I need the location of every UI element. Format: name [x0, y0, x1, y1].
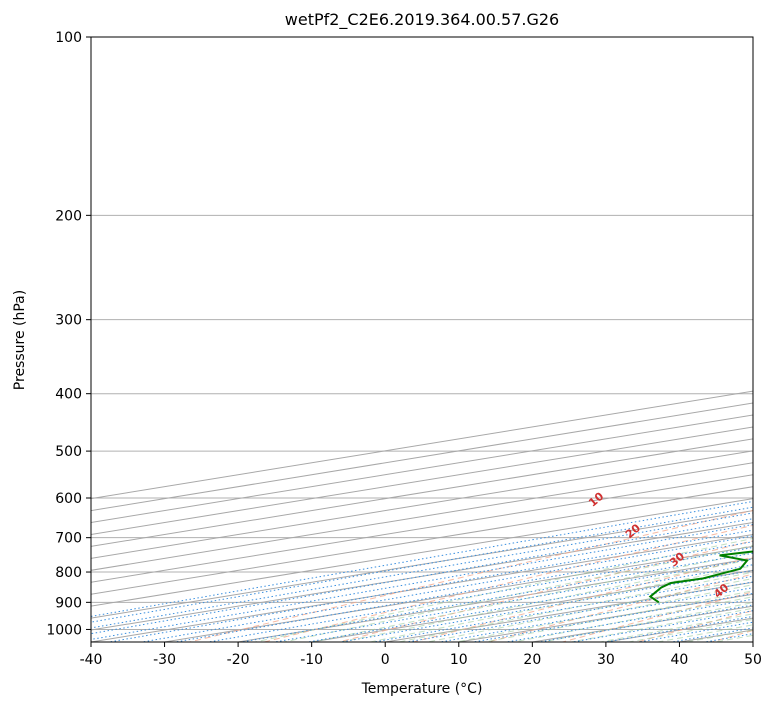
mixing-ratio-line: [91, 506, 753, 623]
mixing-ratio-line: [440, 587, 753, 642]
background-lines: [91, 37, 753, 642]
isotherm-line: [91, 522, 753, 631]
x-tick-label: -40: [80, 652, 103, 668]
isotherm-line: [91, 390, 753, 500]
mixing-ratio-line: [374, 575, 753, 642]
mixing-ratio-line: [473, 592, 753, 642]
moist-adiabat-line: [283, 544, 753, 642]
x-tick-label: 40: [671, 652, 689, 668]
y-tick-label: 100: [55, 30, 82, 46]
isotherm-line: [91, 510, 753, 619]
dewpoint-line: [648, 550, 753, 604]
isotherm-line: [164, 545, 753, 642]
mixing-ratio-line: [638, 621, 753, 642]
x-tick-label: -20: [227, 652, 250, 668]
x-tick-label: 50: [744, 652, 762, 668]
isotherm-line: [532, 605, 753, 642]
x-axis: -40 -30 -20 -10 0 10 20 30 40 50: [80, 642, 762, 668]
mixing-ratio-line: [91, 512, 753, 629]
x-tick-label: 30: [597, 652, 615, 668]
y-tick-label: 600: [55, 491, 82, 507]
dry-adiabat-line: [637, 610, 753, 642]
dry-adiabat-line: [487, 573, 753, 642]
mixing-ratio-line: [705, 633, 753, 642]
dry-adiabat-line: [338, 540, 753, 642]
mixing-ratio-line: [407, 581, 753, 642]
isotherm-line: [91, 498, 753, 607]
y-axis: 100 200 300 400 500 600 700 800 900 1000: [46, 30, 91, 638]
y-axis-label: Pressure (hPa): [12, 290, 28, 390]
moist-adiabat-line: [341, 558, 753, 642]
x-axis-label: Temperature (°C): [361, 681, 483, 697]
isotherm-line: [311, 569, 753, 642]
isotherm-line: [91, 426, 753, 535]
isotherm-line: [91, 462, 753, 571]
mixing-ratio-line: [341, 569, 753, 642]
moist-adiabat-line: [312, 551, 753, 642]
dry-adiabat-line: [562, 591, 753, 642]
y-tick-label: 1000: [46, 622, 82, 638]
mixing-ratio-line: [175, 541, 753, 642]
isotherm-line: [385, 581, 753, 642]
isotherm-line: [91, 486, 753, 595]
profile-lines: [648, 37, 775, 604]
isotherm-line: [238, 557, 753, 642]
x-tick-label: -10: [300, 652, 323, 668]
mixing-ratio-line: [91, 500, 753, 617]
isotherm-line: [752, 641, 753, 642]
isotherm-line: [91, 533, 753, 642]
moist-adiabat-line: [513, 596, 753, 642]
moist-adiabat-line: [657, 624, 753, 642]
isotherm-line: [91, 474, 753, 583]
moist-adiabat-label: 10: [586, 489, 606, 509]
mixing-ratio-line: [572, 610, 753, 642]
moist-adiabat-line: [370, 565, 753, 642]
x-tick-label: 20: [523, 652, 541, 668]
mixing-ratio-line: [274, 558, 753, 642]
isotherm-line: [91, 450, 753, 559]
moist-adiabat-line: [485, 590, 753, 642]
mixing-ratio-line: [241, 552, 753, 642]
y-tick-label: 700: [55, 531, 82, 547]
y-tick-label: 800: [55, 565, 82, 581]
mixing-ratio-line: [109, 529, 753, 642]
y-tick-label: 400: [55, 387, 82, 403]
y-tick-label: 900: [55, 595, 82, 611]
mixing-ratio-line: [91, 518, 753, 635]
mixing-ratio-line: [307, 564, 753, 642]
x-tick-label: 0: [381, 652, 390, 668]
mixing-ratio-line: [91, 523, 753, 640]
moist-adiabat-line: [398, 571, 753, 642]
mixing-ratio-line: [208, 546, 753, 642]
y-tick-label: 200: [55, 208, 82, 224]
moist-adiabat-line: [254, 537, 753, 642]
y-tick-label: 300: [55, 313, 82, 329]
dry-adiabat-line: [189, 509, 753, 642]
x-tick-label: -30: [153, 652, 176, 668]
moist-adiabat-line: [571, 607, 753, 642]
isotherm-line: [91, 414, 753, 524]
plot-frame: [90, 36, 754, 643]
mixing-ratio-line: [142, 535, 753, 642]
chart-title: wetPf2_C2E6.2019.364.00.57.G26: [285, 10, 559, 30]
mixing-ratio-line: [506, 598, 753, 642]
y-tick-label: 500: [55, 444, 82, 460]
isotherm-line: [91, 402, 753, 512]
isotherm-line: [91, 438, 753, 547]
x-tick-label: 10: [450, 652, 468, 668]
temperature-line: [762, 37, 775, 602]
